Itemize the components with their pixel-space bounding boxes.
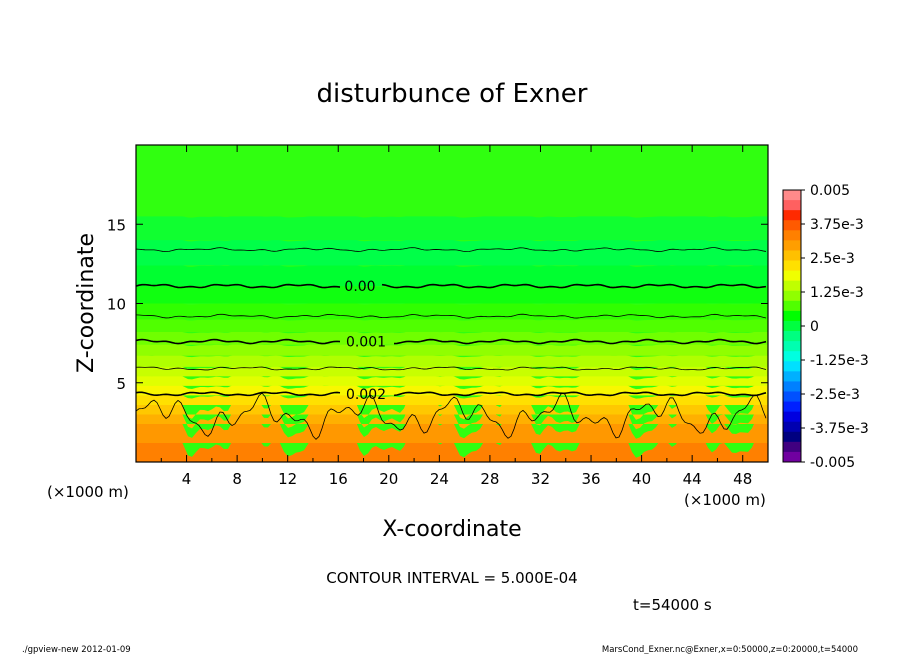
field-band: [136, 264, 768, 287]
field-band: [136, 354, 768, 367]
contour-line-minor: [136, 392, 767, 440]
colorbar-swatch: [783, 441, 801, 453]
colorbar-label: 0: [810, 319, 819, 335]
colorbar-labels: 0.005 3.75e-3 2.5e-3 1.25e-3 0 -1.25e-3 -2.5e-…: [801, 183, 869, 471]
colorbar-swatch: [783, 341, 801, 352]
colorbar-label: -3.75e-3: [810, 421, 869, 437]
x-unit-label: (×1000 m): [47, 483, 129, 501]
colorbar-swatch: [783, 431, 801, 443]
y-unit-label: (×1000 m): [684, 491, 766, 509]
x-axis-label: X-coordinate: [382, 517, 521, 542]
colorbar-swatch: [783, 290, 801, 302]
x-tick-label: 16: [329, 470, 348, 488]
colorbar-swatch: [783, 320, 801, 332]
colorbar-swatch: [783, 250, 801, 261]
x-axis: 4 8 12 16 20 24 28 32 36 40 44 48: [160, 145, 752, 488]
contour-labels: 0.00 0.001 0.002: [344, 279, 386, 403]
footer-right: MarsCond_Exner.nc@Exner,x=0:50000,z=0:20…: [602, 645, 858, 654]
colorbar-swatch: [783, 371, 801, 382]
colorbar-swatch: [783, 451, 801, 463]
x-tick-label: 24: [430, 470, 449, 488]
colorbar-swatch: [783, 361, 801, 372]
footer-left: ./gpview-new 2012-01-09: [22, 645, 131, 654]
colorbar-swatch: [783, 230, 801, 241]
colorbar-swatch: [783, 421, 801, 433]
colorbar-swatch: [783, 220, 801, 231]
x-tick-label: 40: [632, 470, 651, 488]
contour-label: 0.001: [346, 335, 386, 351]
colorbar-label: 3.75e-3: [810, 217, 864, 233]
contour-lines: [136, 247, 767, 440]
colorbar-swatch: [783, 300, 801, 312]
contour-line-major: [136, 338, 767, 345]
field-band: [136, 330, 768, 345]
x-tick-label: 28: [480, 470, 499, 488]
colorbar-swatch: [783, 351, 801, 362]
y-axis-label: Z-coordinate: [74, 233, 99, 373]
y-tick-label: 15: [107, 216, 126, 234]
field-band: [136, 343, 768, 356]
field-band: [136, 317, 768, 333]
y-tick-label: 5: [116, 375, 126, 393]
colorbar-label: 2.5e-3: [810, 251, 855, 267]
x-tick-label: 44: [683, 470, 702, 488]
plot-field: [136, 145, 768, 462]
colorbar-swatch: [783, 331, 801, 342]
colorbar-label: -2.5e-3: [810, 387, 860, 403]
x-tick-label: 20: [379, 470, 398, 488]
colorbar-swatch: [783, 270, 801, 282]
colorbar-swatch: [783, 391, 801, 402]
contour-line-major: [136, 283, 767, 289]
y-axis: 5 10 15: [107, 216, 768, 393]
x-tick-label: 36: [581, 470, 600, 488]
colorbar-swatch: [783, 240, 801, 251]
colorbar-swatch: [783, 210, 801, 221]
field-band: [136, 302, 768, 320]
colorbar-swatch: [783, 411, 801, 423]
field-band: [136, 284, 768, 304]
colorbar-label: -0.005: [810, 455, 855, 471]
colorbar-label: -1.25e-3: [810, 353, 869, 369]
colorbar-swatch: [783, 280, 801, 292]
time-label: t=54000 s: [633, 596, 712, 614]
field-band: [136, 238, 768, 266]
contour-line-minor: [136, 313, 767, 319]
x-tick-label: 48: [733, 470, 752, 488]
colorbar-swatch: [783, 401, 801, 413]
colorbar-swatch: [783, 310, 801, 322]
x-tick-label: 4: [182, 470, 192, 488]
field-band: [136, 145, 768, 217]
contour-label: 0.00: [344, 279, 375, 295]
colorbar-swatch: [783, 200, 801, 211]
x-tick-label: 12: [278, 470, 297, 488]
colorbar-swatch: [783, 190, 801, 201]
x-tick-label: 8: [232, 470, 242, 488]
colorbar-swatch: [783, 260, 801, 271]
field-band: [136, 408, 768, 443]
contour-line-minor: [136, 366, 767, 371]
colorbar: [782, 189, 802, 463]
colorbar-label: 0.005: [810, 183, 850, 199]
contour-line-minor: [136, 247, 767, 253]
colorbar-swatch: [783, 381, 801, 392]
chart-title: disturbunce of Exner: [317, 79, 588, 109]
field-band: [136, 214, 768, 241]
contour-interval: CONTOUR INTERVAL = 5.000E-04: [326, 569, 577, 587]
contour-label: 0.002: [346, 387, 386, 403]
colorbar-label: 1.25e-3: [810, 285, 864, 301]
contour-line-major: [136, 391, 767, 397]
x-tick-label: 32: [531, 470, 550, 488]
y-tick-label: 10: [107, 296, 126, 314]
field-band: [136, 427, 768, 462]
